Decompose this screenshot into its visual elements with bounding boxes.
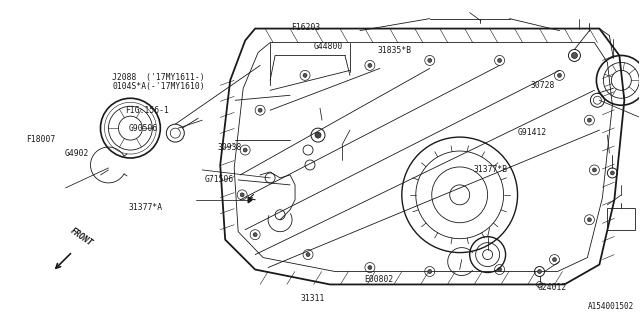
Text: G4902: G4902 — [65, 149, 89, 158]
Circle shape — [588, 118, 591, 122]
Circle shape — [303, 73, 307, 77]
Circle shape — [498, 59, 502, 62]
Text: A154001502: A154001502 — [588, 302, 634, 311]
Circle shape — [552, 258, 557, 261]
Circle shape — [428, 59, 432, 62]
Bar — [607, 208, 636, 230]
Circle shape — [253, 233, 257, 237]
Text: G91412: G91412 — [518, 128, 547, 137]
Polygon shape — [248, 197, 252, 203]
Circle shape — [588, 218, 591, 222]
Text: 30728: 30728 — [531, 81, 555, 90]
Text: J2088  ('17MY1611-): J2088 ('17MY1611-) — [113, 73, 205, 82]
Circle shape — [611, 171, 614, 175]
Circle shape — [240, 193, 244, 197]
Text: 31835*B: 31835*B — [378, 45, 412, 55]
Text: FIG.156-1: FIG.156-1 — [125, 106, 169, 115]
Circle shape — [368, 266, 372, 269]
Circle shape — [498, 268, 502, 271]
Text: E00802: E00802 — [365, 275, 394, 284]
Text: F18007: F18007 — [26, 135, 56, 144]
Circle shape — [572, 52, 577, 59]
Circle shape — [315, 132, 321, 138]
Circle shape — [306, 252, 310, 257]
Text: 31377*A: 31377*A — [129, 203, 163, 212]
Circle shape — [428, 269, 432, 274]
Text: 31311: 31311 — [301, 294, 325, 303]
Text: G90506: G90506 — [129, 124, 157, 132]
Text: 30938: 30938 — [218, 143, 242, 152]
Circle shape — [368, 63, 372, 68]
Circle shape — [557, 73, 561, 77]
Circle shape — [538, 269, 541, 274]
Circle shape — [593, 168, 596, 172]
Text: 0104S*A(-'17MY1610): 0104S*A(-'17MY1610) — [113, 82, 205, 91]
Text: F16203: F16203 — [291, 23, 321, 32]
Circle shape — [243, 148, 247, 152]
Circle shape — [258, 108, 262, 112]
Text: 31377*B: 31377*B — [473, 165, 508, 174]
Text: G71506: G71506 — [205, 175, 234, 184]
Text: FRONT: FRONT — [68, 226, 94, 248]
Text: G44800: G44800 — [314, 42, 343, 52]
Text: G24012: G24012 — [537, 283, 566, 292]
